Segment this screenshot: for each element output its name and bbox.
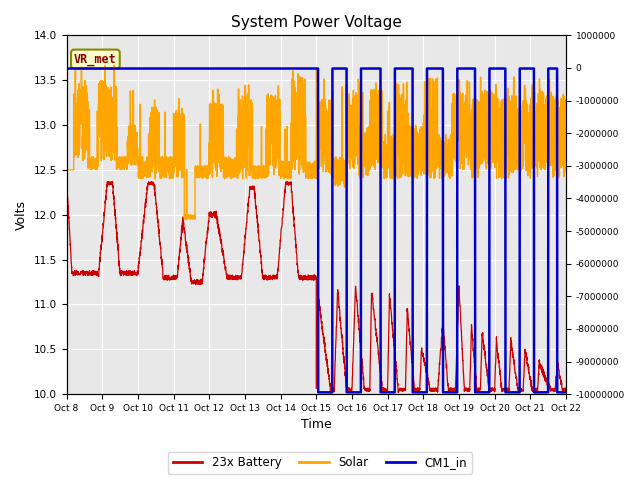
X-axis label: Time: Time — [301, 419, 332, 432]
Legend: 23x Battery, Solar, CM1_in: 23x Battery, Solar, CM1_in — [168, 452, 472, 474]
Y-axis label: Volts: Volts — [15, 200, 28, 230]
Title: System Power Voltage: System Power Voltage — [231, 15, 402, 30]
Text: VR_met: VR_met — [74, 52, 116, 66]
